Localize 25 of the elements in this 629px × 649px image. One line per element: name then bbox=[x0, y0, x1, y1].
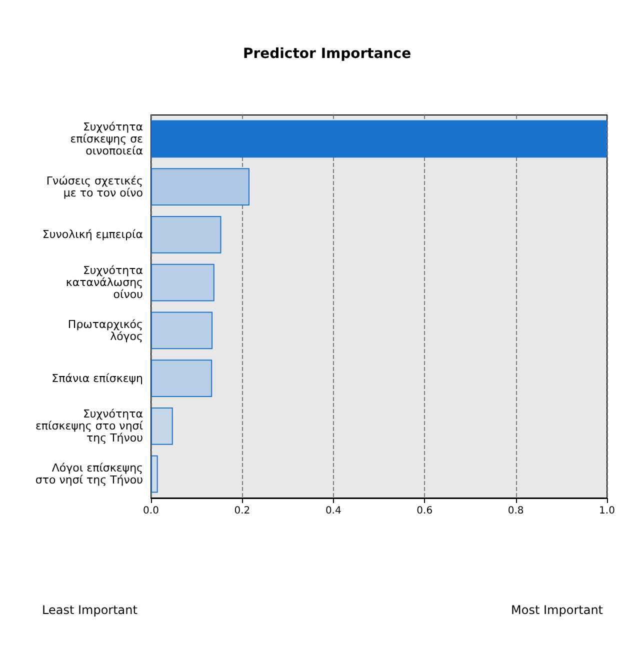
x-tick-label: 0.6 bbox=[416, 506, 433, 516]
chart-title: Predictor Importance bbox=[242, 46, 412, 62]
y-tick-label: Συχνότητα επίσκεψης στο νησί της Τήνου bbox=[35, 408, 144, 445]
x-tick-label: 0.2 bbox=[234, 506, 250, 516]
bar bbox=[151, 360, 212, 397]
bar bbox=[151, 168, 250, 206]
bar bbox=[151, 312, 213, 350]
text: Most Important bbox=[511, 603, 604, 617]
y-tick-label: Σπάνια επίσκεψη bbox=[52, 372, 144, 385]
y-tick-label: Συνολική εμπειρία bbox=[42, 228, 143, 242]
y-tick-label: Γνώσεις σχετικές με το τον οίνο bbox=[46, 174, 144, 200]
y-tick-label: Συχνότητα κατανάλωσης οίνου bbox=[66, 264, 143, 302]
y-tick-label: Λόγοι επίσκεψης στο νησί της Τήνου bbox=[35, 462, 143, 487]
x-tick-label: 0.4 bbox=[325, 506, 342, 516]
x-tick-label: 0.0 bbox=[143, 506, 159, 516]
text: Least Important bbox=[42, 603, 138, 617]
x-tick-label: 0.8 bbox=[508, 506, 524, 516]
bar bbox=[151, 216, 222, 254]
y-tick-label: Συχνότητα επίσκεψης σε οινοποιεία bbox=[70, 120, 144, 158]
bar bbox=[151, 120, 607, 158]
y-tick-label: Πρωταρχικός λόγος bbox=[68, 318, 143, 343]
bar bbox=[151, 408, 173, 445]
bar bbox=[151, 264, 214, 302]
bar bbox=[151, 455, 158, 493]
x-tick-label: 1.0 bbox=[599, 506, 615, 516]
